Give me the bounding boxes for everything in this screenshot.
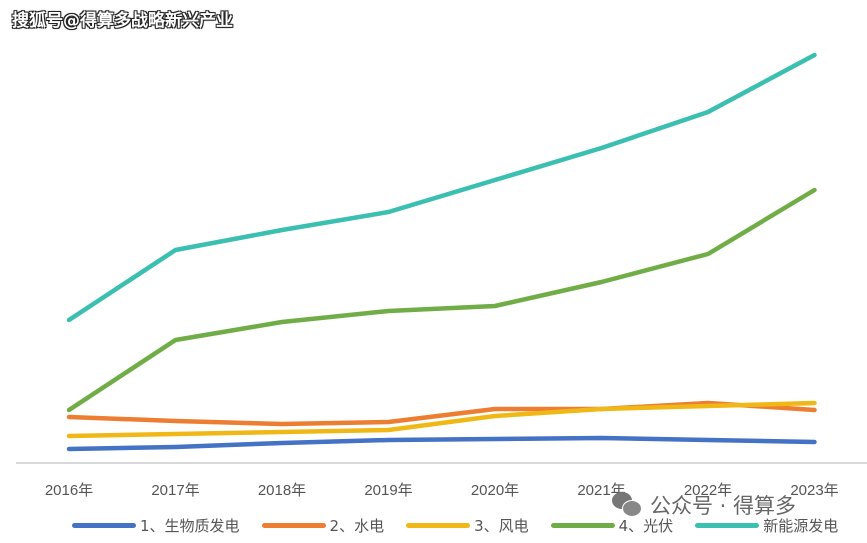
- x-tick-label: 2020年: [471, 482, 519, 499]
- series-line-1: [66, 435, 817, 452]
- series-line-3: [66, 400, 817, 439]
- legend-swatch: [72, 523, 136, 528]
- x-tick-label: 2016年: [45, 482, 93, 499]
- legend: 1、生物质发电 2、水电 3、风电 4、光伏 新能源发电: [72, 515, 860, 536]
- legend-swatch: [550, 523, 615, 528]
- legend-item: 3、风电: [406, 515, 529, 536]
- legend-swatch: [406, 523, 471, 528]
- legend-label: 4、光伏: [618, 517, 674, 535]
- legend-item: 2、水电: [261, 515, 385, 536]
- legend-label: 1、生物质发电: [140, 517, 240, 535]
- watermark-bottom-text: 公众号 · 得算多: [650, 494, 797, 518]
- legend-label: 3、风电: [474, 517, 529, 535]
- watermark-top: 搜狐号@得算多战略新兴产业: [12, 11, 233, 31]
- series-layer: [66, 52, 817, 452]
- legend-item: 新能源发电: [695, 515, 838, 536]
- legend-item: 1、生物质发电: [72, 515, 240, 536]
- x-tick-label: 2017年: [151, 482, 199, 499]
- watermark-bottom: 公众号 · 得算多: [612, 490, 796, 520]
- x-tick-labels: 2016年 2017年 2018年 2019年 2020年 2021年 2022年 2023年: [45, 482, 839, 499]
- x-tick-label: 2022年: [684, 482, 732, 499]
- legend-swatch: [261, 523, 326, 528]
- series-line-4: [66, 187, 817, 413]
- series-line-2: [66, 400, 817, 427]
- x-tick-label: 2018年: [258, 482, 306, 499]
- x-tick-label: 2023年: [790, 482, 838, 499]
- legend-label: 2、水电: [329, 517, 385, 535]
- x-tick-label: 2019年: [364, 482, 412, 499]
- legend-item: 4、光伏: [550, 515, 674, 536]
- legend-swatch: [695, 523, 760, 528]
- legend-label: 新能源发电: [763, 517, 839, 535]
- series-line-5: [66, 52, 817, 323]
- wechat-icon: [612, 492, 642, 518]
